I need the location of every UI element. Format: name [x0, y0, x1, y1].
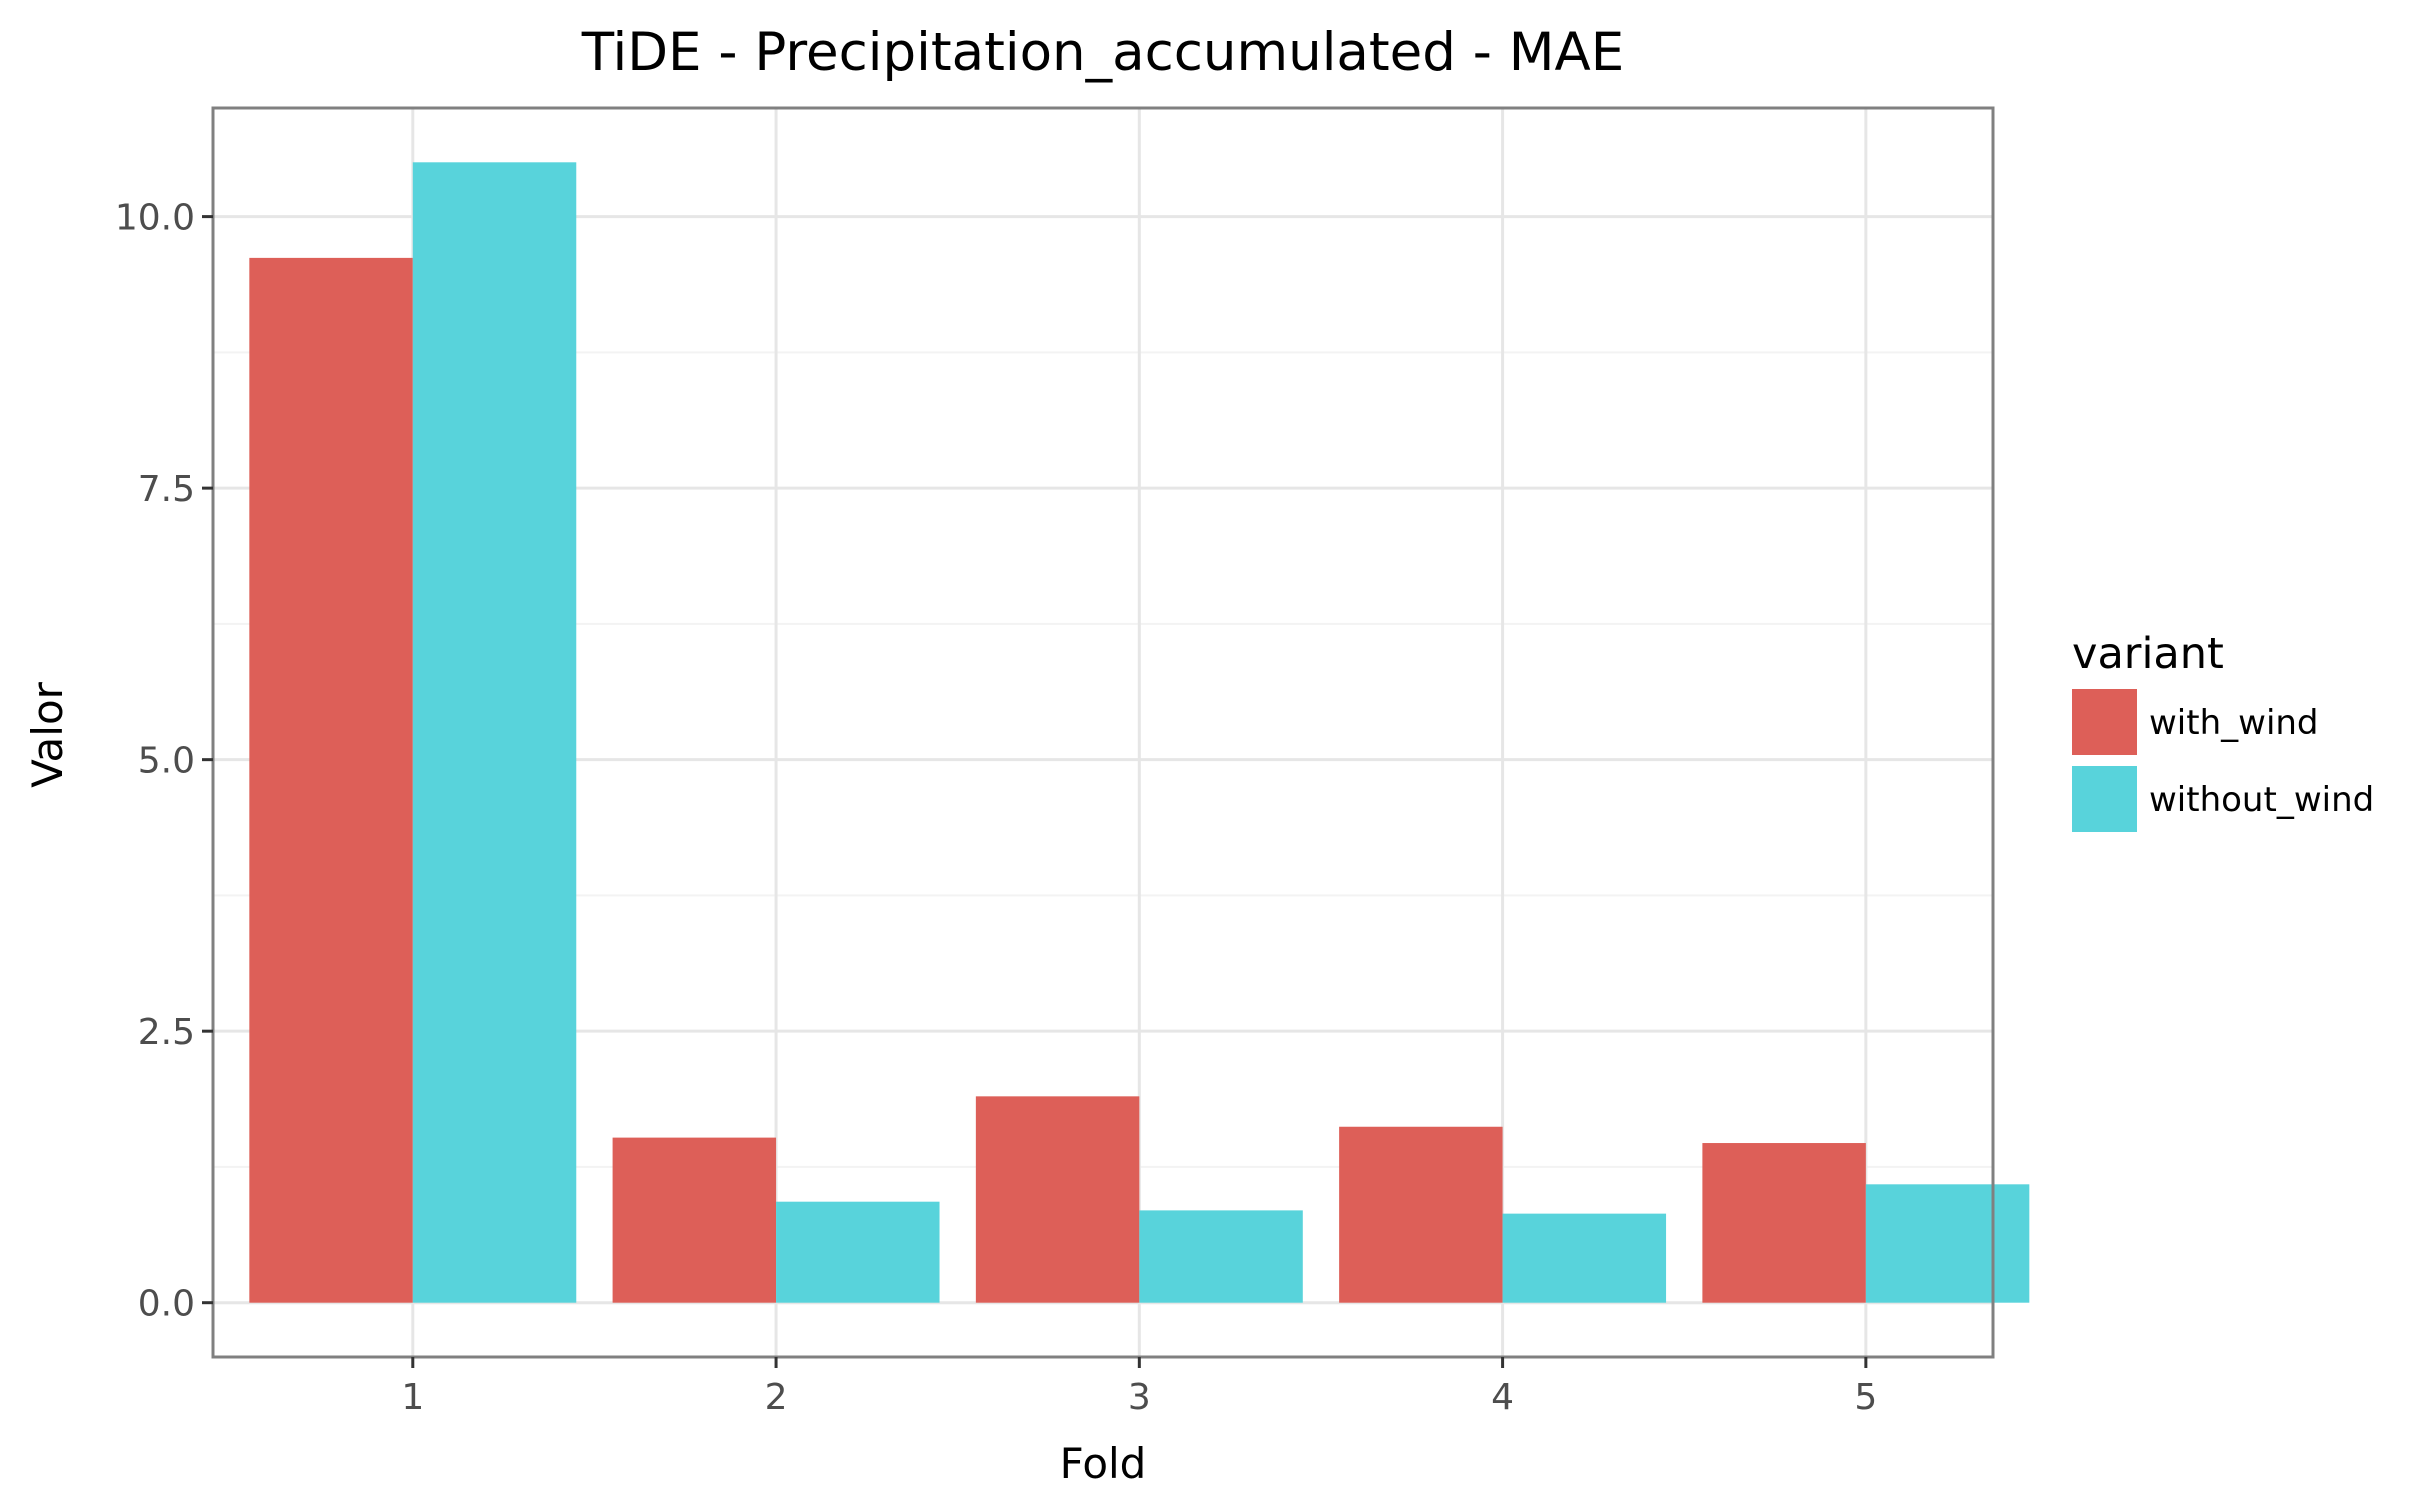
bar-with_wind-fold-5: [1702, 1143, 1866, 1303]
legend-swatch-without_wind: [2072, 766, 2137, 832]
bar-with_wind-fold-1: [249, 257, 413, 1303]
y-tick-label: 10.0: [115, 198, 195, 239]
bar-without_wind-fold-4: [1502, 1213, 1667, 1303]
y-tick-label: 0.0: [138, 1284, 195, 1325]
bar-with_wind-fold-4: [1339, 1126, 1503, 1303]
legend-label-with_wind: with_wind: [2149, 703, 2319, 743]
plot-panel-border: [211, 106, 1995, 1359]
x-axis-title: Fold: [1060, 1439, 1147, 1488]
legend-title: variant: [2072, 629, 2224, 679]
y-axis-ticks: 0.0 2.5 5.0 7.5 10.0: [115, 198, 213, 1325]
bar-without_wind-fold-3: [1139, 1210, 1303, 1303]
y-tick-label: 7.5: [138, 469, 195, 510]
x-tick-label: 1: [401, 1377, 424, 1418]
y-axis-title: Valor: [23, 681, 72, 788]
bar-with_wind-fold-3: [975, 1096, 1140, 1303]
bar-without_wind-fold-2: [776, 1201, 940, 1303]
y-tick-label: 5.0: [138, 741, 195, 782]
x-tick-label: 4: [1491, 1377, 1514, 1418]
chart-title: TiDE - Precipitation_accumulated - MAE: [581, 22, 1624, 83]
legend: variant with_wind without_wind: [2072, 629, 2374, 832]
bar-with_wind-fold-2: [612, 1137, 777, 1303]
x-tick-label: 5: [1854, 1377, 1877, 1418]
legend-label-without_wind: without_wind: [2149, 780, 2374, 820]
legend-items: with_wind without_wind: [2072, 689, 2374, 832]
x-axis-ticks: 1 2 3 4 5: [401, 1357, 1877, 1418]
y-tick-label: 2.5: [138, 1012, 195, 1053]
bar-without_wind-fold-5: [1865, 1184, 2030, 1303]
bar-without_wind-fold-1: [412, 162, 577, 1303]
x-tick-label: 3: [1128, 1377, 1151, 1418]
x-tick-label: 2: [765, 1377, 788, 1418]
bars: [249, 162, 2030, 1303]
legend-swatch-with_wind: [2072, 689, 2137, 755]
